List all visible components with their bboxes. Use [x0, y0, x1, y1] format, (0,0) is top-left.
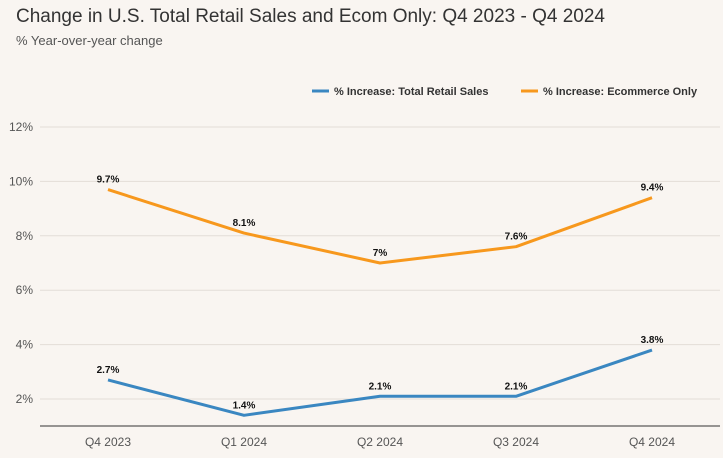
chart-subtitle: % Year-over-year change — [16, 33, 163, 48]
y-tick-label: 12% — [9, 120, 33, 134]
data-label: 9.7% — [97, 175, 120, 186]
data-label: 7.6% — [505, 232, 528, 243]
data-label: 9.4% — [641, 183, 664, 194]
data-label: 2.7% — [97, 365, 120, 376]
data-label: 2.1% — [369, 381, 392, 392]
data-labels: 2.7% 1.4% 2.1% 2.1% 3.8% 9.7% 8.1% 7% 7.6% 9.4% — [97, 175, 664, 412]
series-line-0 — [107, 348, 653, 417]
legend-label-0: % Increase: Total Retail Sales — [334, 86, 488, 98]
data-label: 8.1% — [233, 218, 256, 229]
x-tick-label: Q1 2024 — [221, 435, 267, 449]
y-tick-label: 4% — [16, 338, 34, 352]
x-tick-label: Q2 2024 — [357, 435, 403, 449]
data-label: 3.8% — [641, 335, 664, 346]
y-tick-label: 8% — [16, 229, 34, 243]
x-tick-label: Q3 2024 — [493, 435, 539, 449]
gridlines — [40, 126, 720, 400]
data-label: 2.1% — [505, 381, 528, 392]
x-tick-label: Q4 2023 — [85, 435, 131, 449]
x-axis: Q4 2023 Q1 2024 Q2 2024 Q3 2024 Q4 2024 — [40, 425, 720, 449]
y-tick-label: 10% — [9, 174, 33, 188]
legend: % Increase: Total Retail Sales % Increase… — [312, 86, 698, 98]
y-axis: 2% 4% 6% 8% 10% 12% — [9, 120, 33, 406]
chart-title: Change in U.S. Total Retail Sales and Ec… — [16, 6, 605, 27]
legend-label-1: % Increase: Ecommerce Only — [543, 86, 698, 98]
data-label: 1.4% — [233, 400, 256, 411]
y-tick-label: 2% — [16, 392, 34, 406]
series-line-1 — [107, 188, 653, 265]
y-tick-label: 6% — [16, 283, 34, 297]
series-layer — [107, 188, 653, 417]
x-tick-label: Q4 2024 — [629, 435, 675, 449]
data-label: 7% — [373, 248, 388, 259]
